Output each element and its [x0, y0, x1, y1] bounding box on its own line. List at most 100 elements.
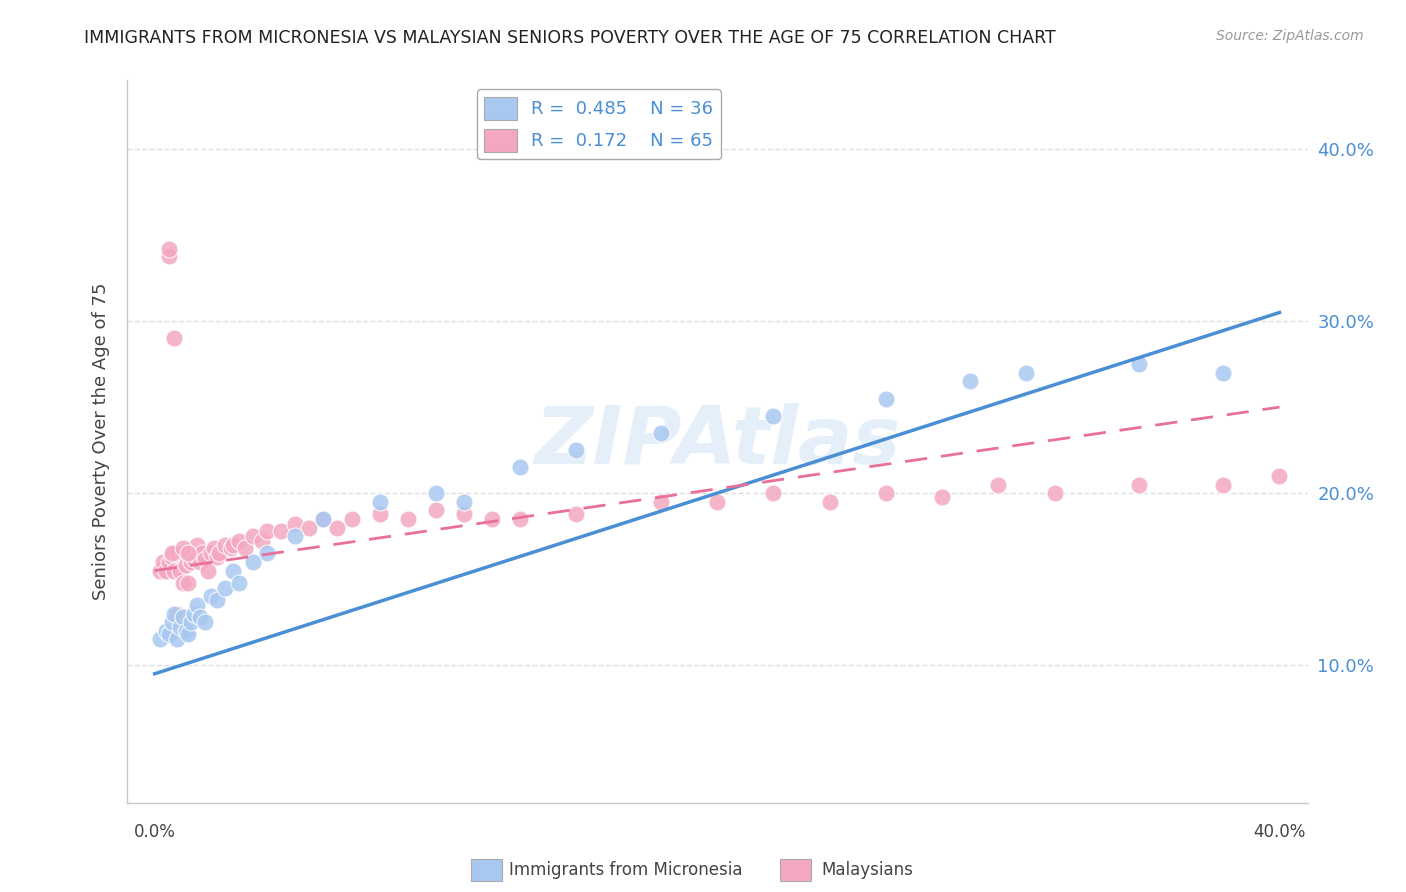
Legend: R =  0.485    N = 36, R =  0.172    N = 65: R = 0.485 N = 36, R = 0.172 N = 65 — [477, 89, 721, 159]
Point — [228, 575, 250, 590]
Point — [1043, 486, 1066, 500]
Point — [312, 512, 335, 526]
Point — [163, 331, 186, 345]
Point — [228, 534, 250, 549]
Point — [157, 242, 180, 256]
Point — [762, 486, 785, 500]
Point — [172, 541, 194, 556]
Point — [565, 507, 588, 521]
Point — [242, 555, 264, 569]
Point — [177, 575, 200, 590]
Point — [155, 564, 177, 578]
Point — [163, 564, 186, 578]
Point — [242, 529, 264, 543]
Point — [205, 549, 228, 564]
Point — [219, 541, 242, 556]
Point — [214, 538, 236, 552]
Point — [166, 607, 188, 621]
Text: IMMIGRANTS FROM MICRONESIA VS MALAYSIAN SENIORS POVERTY OVER THE AGE OF 75 CORRE: IMMIGRANTS FROM MICRONESIA VS MALAYSIAN … — [84, 29, 1056, 46]
Point — [177, 627, 200, 641]
Point — [875, 486, 897, 500]
Point — [1128, 357, 1150, 371]
Point — [256, 524, 278, 538]
Point — [453, 507, 475, 521]
Point — [1212, 477, 1234, 491]
Point — [180, 615, 202, 630]
Point — [194, 551, 217, 566]
Y-axis label: Seniors Poverty Over the Age of 75: Seniors Poverty Over the Age of 75 — [91, 283, 110, 600]
Point — [987, 477, 1010, 491]
Point — [174, 624, 197, 638]
Point — [205, 592, 228, 607]
Point — [172, 546, 194, 560]
Point — [194, 615, 217, 630]
Point — [180, 555, 202, 569]
Point — [650, 494, 672, 508]
Point — [1268, 469, 1291, 483]
Point — [191, 546, 214, 560]
Point — [208, 546, 231, 560]
Point — [160, 546, 183, 560]
Point — [188, 555, 211, 569]
Point — [762, 409, 785, 423]
Point — [197, 564, 219, 578]
Point — [250, 534, 273, 549]
Point — [1128, 477, 1150, 491]
Point — [425, 486, 447, 500]
Point — [1015, 366, 1038, 380]
Point — [284, 529, 307, 543]
Point — [340, 512, 363, 526]
Point — [202, 541, 225, 556]
Point — [256, 546, 278, 560]
Point — [166, 546, 188, 560]
Point — [1212, 366, 1234, 380]
Point — [706, 494, 728, 508]
Point — [186, 538, 208, 552]
Point — [931, 490, 953, 504]
Point — [326, 520, 349, 534]
Point — [312, 512, 335, 526]
Point — [169, 564, 191, 578]
Text: Malaysians: Malaysians — [821, 861, 912, 880]
Point — [186, 598, 208, 612]
Point — [222, 538, 245, 552]
Point — [157, 249, 180, 263]
Point — [222, 564, 245, 578]
Point — [163, 546, 186, 560]
Point — [169, 620, 191, 634]
Point — [818, 494, 841, 508]
Point — [959, 374, 981, 388]
Point — [186, 546, 208, 560]
Point — [284, 517, 307, 532]
Point — [453, 494, 475, 508]
Point — [174, 558, 197, 573]
Point — [298, 520, 321, 534]
Text: Immigrants from Micronesia: Immigrants from Micronesia — [509, 861, 742, 880]
Point — [565, 443, 588, 458]
Point — [425, 503, 447, 517]
Point — [200, 546, 222, 560]
Point — [177, 546, 200, 560]
Point — [368, 494, 391, 508]
Point — [155, 624, 177, 638]
Point — [157, 555, 180, 569]
Point — [183, 607, 205, 621]
Point — [233, 541, 256, 556]
Point — [157, 627, 180, 641]
Point — [200, 590, 222, 604]
Point — [481, 512, 503, 526]
Point — [177, 546, 200, 560]
Point — [160, 615, 183, 630]
Point — [396, 512, 419, 526]
Point — [160, 549, 183, 564]
Point — [172, 575, 194, 590]
Point — [152, 555, 174, 569]
Text: ZIPAtlas: ZIPAtlas — [534, 402, 900, 481]
Text: 40.0%: 40.0% — [1253, 823, 1306, 841]
Point — [509, 460, 531, 475]
Point — [149, 632, 172, 647]
Point — [149, 564, 172, 578]
Text: Source: ZipAtlas.com: Source: ZipAtlas.com — [1216, 29, 1364, 43]
Point — [875, 392, 897, 406]
Point — [166, 632, 188, 647]
